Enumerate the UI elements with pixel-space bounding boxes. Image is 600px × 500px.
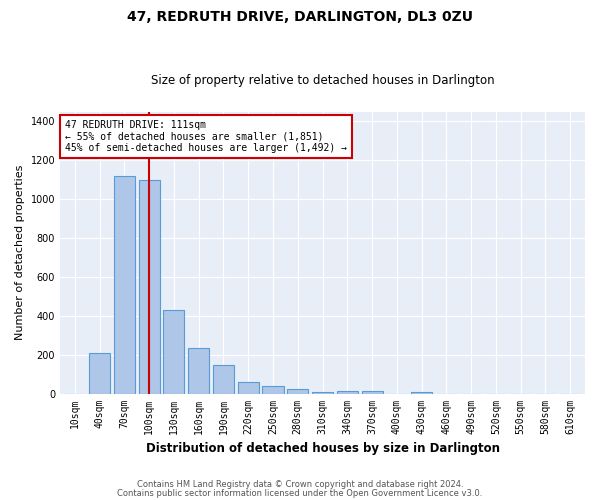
Bar xyxy=(114,176,135,394)
Bar xyxy=(213,365,234,394)
Bar xyxy=(337,391,358,394)
Bar xyxy=(262,386,284,394)
Text: 47 REDRUTH DRIVE: 111sqm
← 55% of detached houses are smaller (1,851)
45% of sem: 47 REDRUTH DRIVE: 111sqm ← 55% of detach… xyxy=(65,120,347,154)
Text: Contains HM Land Registry data © Crown copyright and database right 2024.: Contains HM Land Registry data © Crown c… xyxy=(137,480,463,489)
Y-axis label: Number of detached properties: Number of detached properties xyxy=(15,165,25,340)
Title: Size of property relative to detached houses in Darlington: Size of property relative to detached ho… xyxy=(151,74,494,87)
Text: Contains public sector information licensed under the Open Government Licence v3: Contains public sector information licen… xyxy=(118,488,482,498)
Bar xyxy=(312,392,333,394)
Bar xyxy=(89,354,110,394)
Bar xyxy=(163,310,184,394)
Bar xyxy=(362,391,383,394)
X-axis label: Distribution of detached houses by size in Darlington: Distribution of detached houses by size … xyxy=(146,442,500,455)
Bar xyxy=(238,382,259,394)
Text: 47, REDRUTH DRIVE, DARLINGTON, DL3 0ZU: 47, REDRUTH DRIVE, DARLINGTON, DL3 0ZU xyxy=(127,10,473,24)
Bar xyxy=(411,392,432,394)
Bar xyxy=(139,180,160,394)
Bar xyxy=(287,390,308,394)
Bar xyxy=(188,348,209,394)
